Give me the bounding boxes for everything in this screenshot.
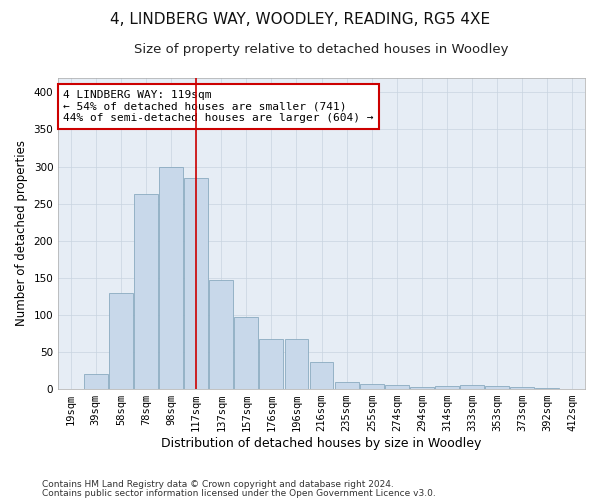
Bar [235,317,258,389]
Bar [485,386,509,389]
Y-axis label: Number of detached properties: Number of detached properties [15,140,28,326]
Bar [134,194,158,389]
Bar [284,340,308,389]
Bar [159,166,183,389]
Text: Contains public sector information licensed under the Open Government Licence v3: Contains public sector information licen… [42,489,436,498]
Text: Contains HM Land Registry data © Crown copyright and database right 2024.: Contains HM Land Registry data © Crown c… [42,480,394,489]
Bar [535,388,559,389]
Bar [511,387,534,389]
X-axis label: Distribution of detached houses by size in Woodley: Distribution of detached houses by size … [161,437,482,450]
Bar [184,178,208,389]
Text: 4 LINDBERG WAY: 119sqm
← 54% of detached houses are smaller (741)
44% of semi-de: 4 LINDBERG WAY: 119sqm ← 54% of detached… [64,90,374,123]
Bar [335,382,359,389]
Bar [259,340,283,389]
Bar [84,374,108,389]
Text: 4, LINDBERG WAY, WOODLEY, READING, RG5 4XE: 4, LINDBERG WAY, WOODLEY, READING, RG5 4… [110,12,490,28]
Bar [109,292,133,389]
Bar [209,280,233,389]
Bar [460,386,484,389]
Bar [385,386,409,389]
Bar [360,384,383,389]
Bar [435,386,459,389]
Title: Size of property relative to detached houses in Woodley: Size of property relative to detached ho… [134,42,509,56]
Bar [410,387,434,389]
Bar [310,362,334,389]
